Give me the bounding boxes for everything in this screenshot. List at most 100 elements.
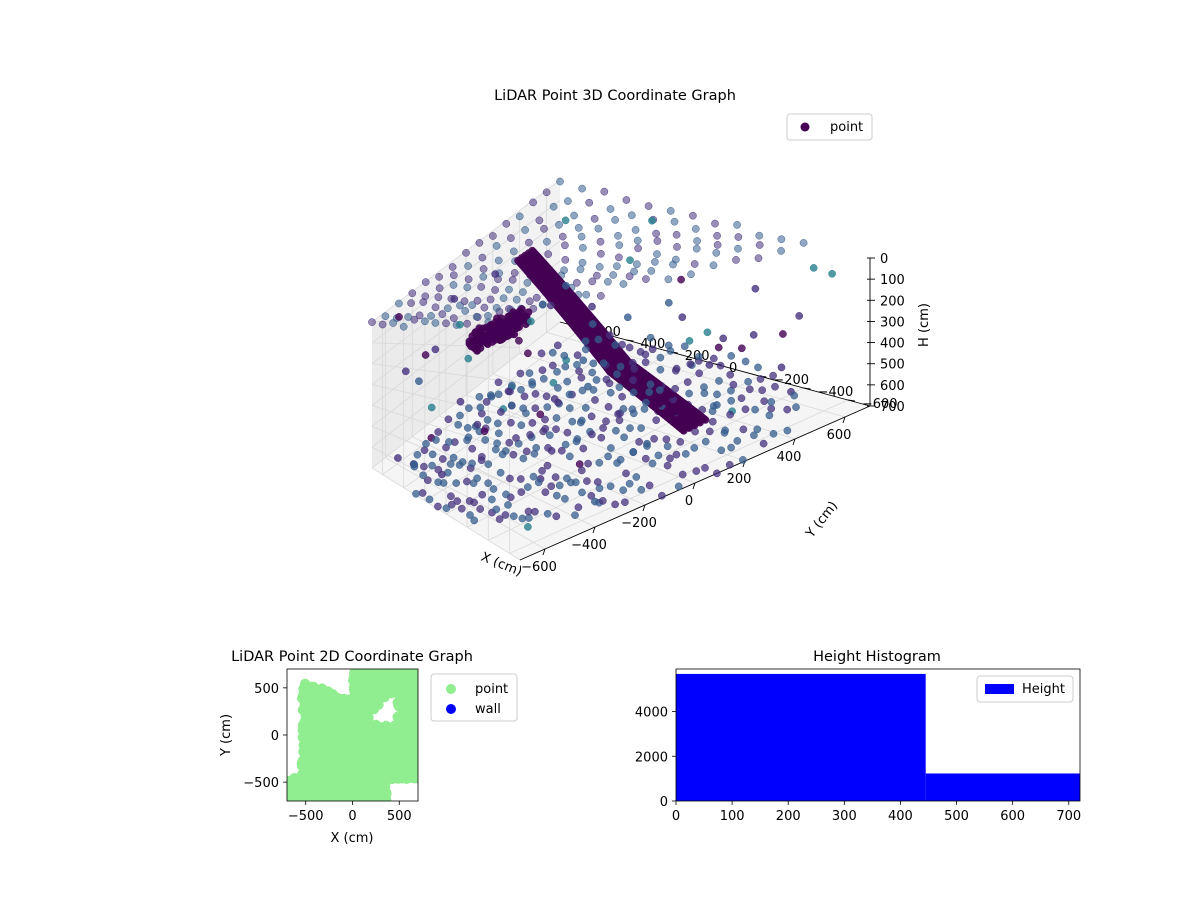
data-point-3d [464, 262, 472, 270]
data-point-3d [645, 388, 654, 396]
data-point-3d [399, 322, 408, 331]
data-point-3d [792, 403, 800, 412]
y-tick-label-hist: 4000 [635, 706, 668, 721]
data-point-3d [447, 500, 456, 509]
x-tick-label-3d: 200 [727, 472, 752, 487]
data-point-3d [518, 514, 527, 523]
data-point-3d [481, 331, 490, 340]
data-point-3d [750, 431, 758, 440]
data-point-3d [613, 370, 621, 379]
data-point-3d [548, 348, 557, 357]
data-point-3d [599, 359, 608, 368]
data-point-3d [552, 425, 560, 434]
data-point-3d [715, 377, 723, 385]
data-point-3d [495, 515, 504, 523]
data-point-3d [662, 435, 671, 444]
data-point-3d [636, 348, 645, 356]
data-point-3d [574, 223, 583, 232]
data-point-3d [422, 439, 430, 448]
data-point-3d [488, 495, 496, 504]
data-point-3d [590, 214, 599, 223]
data-point-3d [463, 477, 471, 486]
data-point-3d [538, 466, 546, 475]
data-point-3d [493, 323, 501, 332]
data-point-3d [593, 271, 601, 280]
data-point-3d [562, 281, 570, 290]
data-point-3d [653, 237, 662, 245]
data-point-3d [538, 366, 547, 375]
data-point-3d [692, 244, 701, 253]
data-point-3d [531, 390, 540, 398]
data-point-3d [577, 232, 586, 241]
data-point-3d [531, 404, 540, 413]
data-point-3d [714, 343, 723, 352]
data-point-3d [444, 415, 453, 424]
x-tick-label-hist: 300 [832, 809, 857, 824]
data-point-3d [779, 330, 787, 338]
data-point-3d [648, 345, 657, 354]
grid-z-left [371, 342, 521, 348]
data-point-3d [447, 492, 455, 501]
z-tick-label-3d: 100 [880, 273, 905, 288]
data-point-3d [543, 509, 552, 518]
data-point-3d [737, 344, 746, 353]
data-point-3d [536, 410, 545, 419]
data-point-3d [642, 275, 650, 283]
data-point-3d [739, 456, 747, 464]
data-point-3d [611, 341, 620, 349]
data-point-3d [529, 472, 538, 481]
data-point-3d [604, 403, 613, 411]
data-point-3d [523, 278, 532, 287]
y-tick-label-3d: −400 [818, 385, 854, 400]
data-point-3d [695, 352, 703, 361]
data-point-3d [701, 464, 709, 472]
data-point-3d [532, 443, 541, 452]
data-point-3d [509, 247, 518, 256]
data-point-3d [618, 392, 626, 401]
x-tick-label-2d: 500 [387, 809, 412, 824]
data-point-3d [690, 444, 699, 452]
data-point-3d [591, 396, 599, 404]
data-point-3d [691, 225, 700, 233]
data-point-3d [427, 312, 435, 320]
data-point-3d [709, 261, 718, 270]
z-tick-label-3d: 600 [880, 379, 905, 394]
data-point-3d [395, 299, 403, 308]
data-point-3d [434, 428, 443, 436]
data-point-3d [725, 460, 734, 469]
x-tick-label-3d: −600 [521, 560, 557, 575]
data-point-3d [442, 319, 450, 328]
y-tick-label-2d: 500 [254, 682, 279, 697]
data-point-3d [587, 491, 596, 500]
x-tick-label-2d: 0 [348, 809, 356, 824]
data-point-3d [615, 416, 624, 425]
data-point-3d [484, 479, 492, 488]
data-point-3d [576, 265, 585, 274]
data-point-3d [491, 445, 500, 454]
data-point-3d [588, 302, 596, 311]
data-point-3d [421, 278, 430, 286]
data-point-3d [676, 438, 685, 446]
data-point-3d [502, 219, 511, 228]
y-tick-3d [847, 399, 855, 402]
x-tick-label-hist: 200 [776, 809, 801, 824]
data-point-3d [561, 241, 569, 250]
data-point-3d [509, 450, 518, 459]
data-point-3d [635, 438, 643, 446]
data-point-3d [553, 341, 562, 350]
data-point-3d [721, 426, 729, 435]
data-point-3d [577, 373, 586, 382]
data-point-3d [540, 224, 548, 233]
data-point-3d [456, 411, 464, 420]
data-point-3d [647, 267, 656, 275]
data-point-3d [633, 236, 642, 245]
data-point-3d [519, 404, 528, 413]
data-point-3d [463, 424, 472, 432]
legend-histogram: Height [976, 675, 1074, 703]
data-point-3d [685, 389, 693, 398]
data-point-3d [581, 337, 590, 346]
legend-histogram-swatch [985, 684, 1014, 694]
data-point-3d [546, 301, 555, 310]
data-point-3d [413, 450, 422, 459]
